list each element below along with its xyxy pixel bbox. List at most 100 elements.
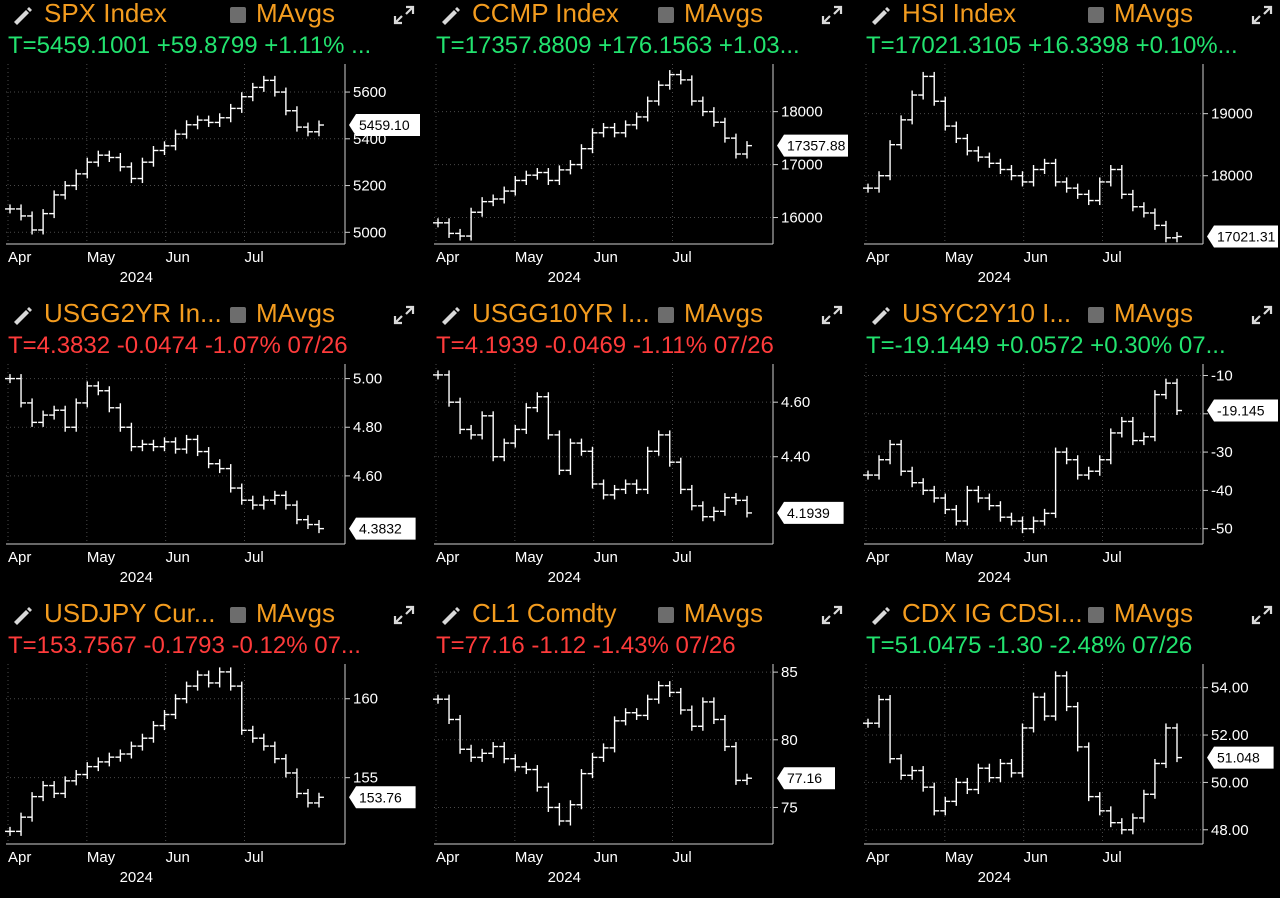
- expand-icon[interactable]: [392, 604, 416, 626]
- expand-icon[interactable]: [392, 4, 416, 26]
- y-tick-label: 17000: [781, 157, 823, 174]
- pencil-icon[interactable]: [10, 604, 34, 626]
- x-tick-label: Jun: [166, 849, 190, 866]
- mavgs-checkbox[interactable]: [658, 307, 674, 323]
- panel-usyc2y10[interactable]: USYC2Y10 I... MAvgs T=-19.1449 +0.0572 +0.…: [858, 298, 1278, 590]
- y-tick-label: 16000: [781, 210, 823, 227]
- pencil-icon[interactable]: [868, 4, 892, 26]
- mavgs-checkbox[interactable]: [1088, 307, 1104, 323]
- expand-icon[interactable]: [1250, 304, 1274, 326]
- x-tick-label: Jun: [594, 549, 618, 566]
- x-tick-label: Jun: [1024, 849, 1048, 866]
- x-tick-label: Jul: [1103, 549, 1122, 566]
- last-price-tag: 77.16: [777, 767, 835, 790]
- pencil-icon[interactable]: [10, 4, 34, 26]
- expand-icon[interactable]: [820, 604, 844, 626]
- y-tick-label: 80: [781, 732, 798, 749]
- price-quote: T=4.3832 -0.0474 -1.07% 07/26: [8, 332, 348, 359]
- panel-usdjpy[interactable]: USDJPY Cur... MAvgs T=153.7567 -0.1793 -0.…: [0, 598, 420, 890]
- pencil-icon[interactable]: [438, 604, 462, 626]
- price-chart[interactable]: Apr May Jun Jul 2024 18000 19000 17021.31: [858, 58, 1278, 290]
- expand-icon[interactable]: [1250, 4, 1274, 26]
- x-tick-label: Jun: [1024, 549, 1048, 566]
- panel-ccmp[interactable]: CCMP Index MAvgs T=17357.8809 +176.1563 +1…: [428, 0, 848, 290]
- price-quote: T=77.16 -1.12 -1.43% 07/26: [436, 632, 736, 659]
- x-tick-label: May: [515, 849, 544, 866]
- security-title[interactable]: HSI Index: [902, 0, 1017, 28]
- last-price-tag: 153.76: [349, 786, 416, 809]
- last-price-value: 51.048: [1217, 750, 1260, 766]
- mavgs-checkbox[interactable]: [230, 307, 246, 323]
- panel-cdx-ig[interactable]: CDX IG CDSI... MAvgs T=51.0475 -1.30 -2.48…: [858, 598, 1278, 890]
- pencil-icon[interactable]: [10, 304, 34, 326]
- x-tick-label: Jul: [673, 549, 692, 566]
- panel-hsi[interactable]: HSI Index MAvgs T=17021.3105 +16.3398 +0.1…: [858, 0, 1278, 290]
- security-title[interactable]: USDJPY Cur...: [44, 598, 216, 628]
- panel-header: USDJPY Cur... MAvgs: [0, 598, 420, 630]
- pencil-icon[interactable]: [868, 604, 892, 626]
- security-title[interactable]: USYC2Y10 I...: [902, 298, 1072, 328]
- mavgs-checkbox[interactable]: [658, 607, 674, 623]
- mavgs-label[interactable]: MAvgs: [1114, 598, 1193, 628]
- mavgs-label[interactable]: MAvgs: [256, 0, 335, 28]
- price-chart[interactable]: Apr May Jun Jul 2024 155 160 153.76: [0, 658, 420, 890]
- mavgs-checkbox[interactable]: [230, 607, 246, 623]
- panel-usgg2yr[interactable]: USGG2YR In... MAvgs T=4.3832 -0.0474 -1.07…: [0, 298, 420, 590]
- security-title[interactable]: USGG10YR I...: [472, 298, 650, 328]
- panel-spx[interactable]: SPX Index MAvgs T=5459.1001 +59.8799 +1.11…: [0, 0, 420, 290]
- price-chart[interactable]: Apr May Jun Jul 2024 48.00 50.00 52.00 54.00 51.0…: [858, 658, 1278, 890]
- panel-header: SPX Index MAvgs: [0, 0, 420, 30]
- x-tick-label: Jun: [166, 549, 190, 566]
- last-price-tag: 4.1939: [777, 501, 844, 524]
- x-tick-label: May: [945, 549, 974, 566]
- x-tick-label: Jul: [673, 849, 692, 866]
- price-chart[interactable]: Apr May Jun Jul 2024 4.60 4.80 5.00 4.3832: [0, 358, 420, 590]
- last-price-tag: 4.3832: [349, 517, 416, 540]
- mavgs-checkbox[interactable]: [230, 7, 246, 23]
- pencil-icon[interactable]: [438, 4, 462, 26]
- y-tick-label: 4.60: [781, 394, 810, 411]
- security-title[interactable]: SPX Index: [44, 0, 167, 28]
- security-title[interactable]: CL1 Comdty: [472, 598, 617, 628]
- panel-cl1[interactable]: CL1 Comdty MAvgs T=77.16 -1.12 -1.43% 07/2…: [428, 598, 848, 890]
- price-chart[interactable]: Apr May Jun Jul 2024 4.40 4.60 4.1939: [428, 358, 848, 590]
- mavgs-label[interactable]: MAvgs: [684, 598, 763, 628]
- y-tick-label: 4.40: [781, 449, 810, 466]
- expand-icon[interactable]: [392, 304, 416, 326]
- security-title[interactable]: CDX IG CDSI...: [902, 598, 1083, 628]
- mavgs-label[interactable]: MAvgs: [256, 298, 335, 328]
- price-quote: T=-19.1449 +0.0572 +0.30% 07...: [866, 332, 1226, 359]
- expand-icon[interactable]: [1250, 604, 1274, 626]
- last-price-tag: 5459.10: [349, 114, 420, 137]
- mavgs-checkbox[interactable]: [658, 7, 674, 23]
- mavgs-label[interactable]: MAvgs: [684, 0, 763, 28]
- last-price-value: 4.1939: [787, 505, 830, 521]
- x-tick-label: Apr: [8, 249, 31, 266]
- mavgs-checkbox[interactable]: [1088, 607, 1104, 623]
- mavgs-label[interactable]: MAvgs: [684, 298, 763, 328]
- panel-header: CCMP Index MAvgs: [428, 0, 848, 30]
- security-title[interactable]: CCMP Index: [472, 0, 619, 28]
- x-tick-label: May: [945, 249, 974, 266]
- last-price-value: -19.145: [1217, 403, 1265, 419]
- panel-usgg10yr[interactable]: USGG10YR I... MAvgs T=4.1939 -0.0469 -1.11…: [428, 298, 848, 590]
- mavgs-checkbox[interactable]: [1088, 7, 1104, 23]
- last-price-tag: 17357.88: [777, 134, 848, 157]
- panel-header: CL1 Comdty MAvgs: [428, 598, 848, 630]
- price-quote: T=153.7567 -0.1793 -0.12% 07...: [8, 632, 361, 659]
- pencil-icon[interactable]: [438, 304, 462, 326]
- security-title[interactable]: USGG2YR In...: [44, 298, 222, 328]
- mavgs-label[interactable]: MAvgs: [256, 598, 335, 628]
- mavgs-label[interactable]: MAvgs: [1114, 298, 1193, 328]
- panel-header: CDX IG CDSI... MAvgs: [858, 598, 1278, 630]
- price-chart[interactable]: Apr May Jun Jul 2024 75 80 85 77.16: [428, 658, 848, 890]
- panel-header: USYC2Y10 I... MAvgs: [858, 298, 1278, 330]
- mavgs-label[interactable]: MAvgs: [1114, 0, 1193, 28]
- expand-icon[interactable]: [820, 304, 844, 326]
- price-chart[interactable]: Apr May Jun Jul 2024 16000 17000 18000 17357.88: [428, 58, 848, 290]
- pencil-icon[interactable]: [868, 304, 892, 326]
- expand-icon[interactable]: [820, 4, 844, 26]
